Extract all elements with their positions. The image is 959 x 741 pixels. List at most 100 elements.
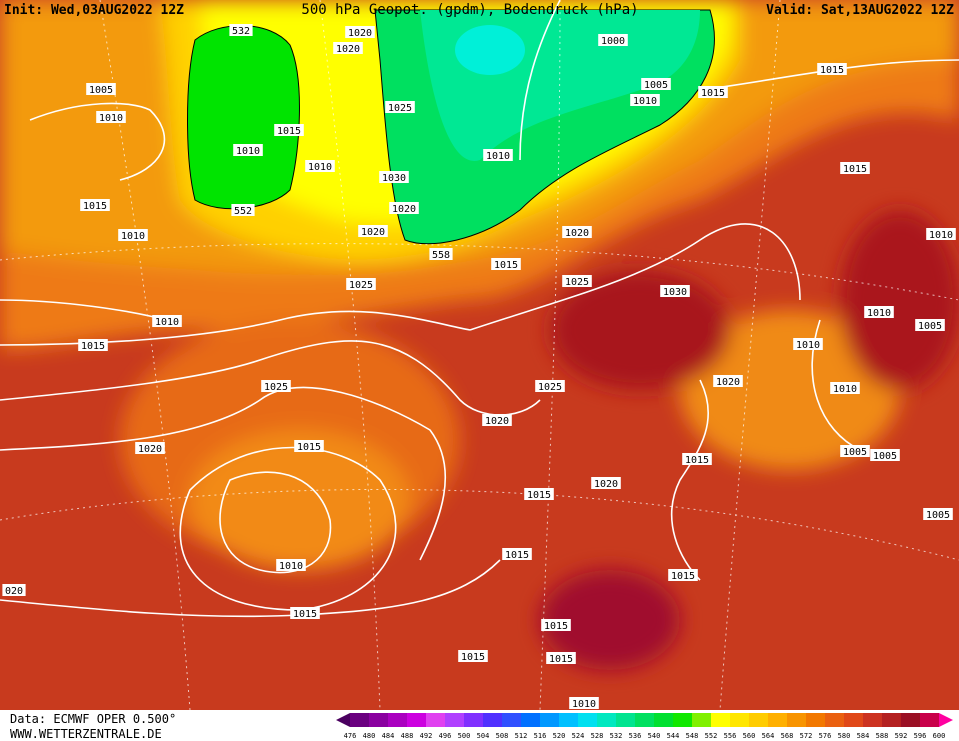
colorbar-swatch [692, 713, 711, 727]
isobar-label: 1015 [505, 550, 529, 561]
colorbar-label: 512 [515, 732, 528, 740]
isobar-label: 1020 [138, 444, 162, 455]
isobar-label-bg [926, 228, 956, 240]
colorbar-swatch [768, 713, 787, 727]
isobar-label-bg [830, 382, 860, 394]
colorbar-swatch [844, 713, 863, 727]
isobar-label: 1020 [485, 416, 509, 427]
colorbar-swatch [540, 713, 559, 727]
colorbar-swatch [863, 713, 882, 727]
init-time: Init: Wed,03AUG2022 12Z [4, 3, 184, 18]
isobar-label-bg [598, 34, 628, 46]
colorbar-label: 536 [629, 732, 642, 740]
colorbar-label: 588 [876, 732, 889, 740]
colorbar-swatch [445, 713, 464, 727]
colorbar-label: 496 [439, 732, 452, 740]
colorbar-label: 552 [705, 732, 718, 740]
colorbar-label: 548 [686, 732, 699, 740]
isobar-label: 1005 [843, 447, 867, 458]
website: WWW.WETTERZENTRALE.DE [10, 727, 162, 741]
colorbar-label: 584 [857, 732, 870, 740]
isobar-label-bg [562, 275, 592, 287]
colorbar-label: 576 [819, 732, 832, 740]
isobar-label-bg [96, 111, 126, 123]
colorbar-label: 572 [800, 732, 813, 740]
isobar-label: 1010 [236, 146, 260, 157]
isobar-label: 552 [234, 206, 252, 217]
colorbar-swatch [426, 713, 445, 727]
isobar-label-bg [546, 652, 576, 664]
isobar-label: 558 [432, 250, 450, 261]
colorbar-swatch [730, 713, 749, 727]
data-source: Data: ECMWF OPER 0.500° [10, 712, 176, 726]
colorbar-label: 504 [477, 732, 490, 740]
isobar-label-bg [482, 414, 512, 426]
isobar-label-bg [502, 548, 532, 560]
isobar-label: 1020 [336, 44, 360, 55]
colorbar-label: 524 [572, 732, 585, 740]
isobar-label-bg [358, 225, 388, 237]
colorbar-label: 484 [382, 732, 395, 740]
isobar-label: 1015 [701, 88, 725, 99]
colorbar-swatch [407, 713, 426, 727]
colorbar-label: 540 [648, 732, 661, 740]
isobar-label-bg [290, 607, 320, 619]
colorbar-swatch [502, 713, 521, 727]
isobar-label: 532 [232, 26, 250, 37]
isobar-label: 1010 [99, 113, 123, 124]
isobar-label: 1005 [926, 510, 950, 521]
colorbar-label: 480 [363, 732, 376, 740]
colorbar-swatch [806, 713, 825, 727]
isobar-label: 1025 [349, 280, 373, 291]
isobar-label-bg [840, 445, 870, 457]
isobar-label-bg [385, 101, 415, 113]
colorbar-swatch [369, 713, 388, 727]
isobar-label: 1015 [549, 654, 573, 665]
isobar-label: 1020 [565, 228, 589, 239]
isobar-label: 1025 [538, 382, 562, 393]
colorbar-label: 560 [743, 732, 756, 740]
isobar-label: 1015 [527, 490, 551, 501]
colorbar-label: 508 [496, 732, 509, 740]
isobar-label: 1010 [572, 699, 596, 710]
isobar-label: 020 [5, 586, 23, 597]
colorbar-label: 596 [914, 732, 927, 740]
isobar-label-bg [713, 375, 743, 387]
isobar-label-bg [86, 83, 116, 95]
colorbar-swatch [654, 713, 673, 727]
isobar-label-bg [630, 94, 660, 106]
colorbar-swatch [711, 713, 730, 727]
isobar-label: 1010 [486, 151, 510, 162]
isobar-label: 1015 [297, 442, 321, 453]
isobar-label-bg [333, 42, 363, 54]
colorbar: 476 480 484 488 492 496 500 504 508 512 516 520 524 5… [336, 713, 953, 740]
colorbar-swatch [559, 713, 578, 727]
isobar-label-bg [152, 315, 182, 327]
isobar-labels: 532 1020 1020 1000 1015 1005 1005 1015 1010 1025 1… [2, 24, 956, 710]
isobar-label: 1010 [279, 561, 303, 572]
isobar-label: 1020 [594, 479, 618, 490]
isobar-label-bg [229, 24, 253, 36]
isobar-label-bg [345, 26, 375, 38]
colorbar-label: 500 [458, 732, 471, 740]
colorbar-swatch [882, 713, 901, 727]
isobar-label-bg [541, 619, 571, 631]
isobar-label-bg [840, 162, 870, 174]
isobar-label-bg [698, 86, 728, 98]
isobar-label-bg [135, 442, 165, 454]
isobar-label-bg [80, 199, 110, 211]
colorbar-label: 488 [401, 732, 414, 740]
isobar-label-bg [535, 380, 565, 392]
colorbar-label: 564 [762, 732, 775, 740]
isobar-label-bg [641, 78, 671, 90]
isobar-label: 1020 [392, 204, 416, 215]
isobar-label-bg [2, 584, 26, 596]
colorbar-label: 476 [344, 732, 357, 740]
colorbar-label: 568 [781, 732, 794, 740]
isobar-label: 1015 [544, 621, 568, 632]
colorbar-swatch [388, 713, 407, 727]
isobar-label: 1015 [685, 455, 709, 466]
isobar-label-bg [660, 285, 690, 297]
